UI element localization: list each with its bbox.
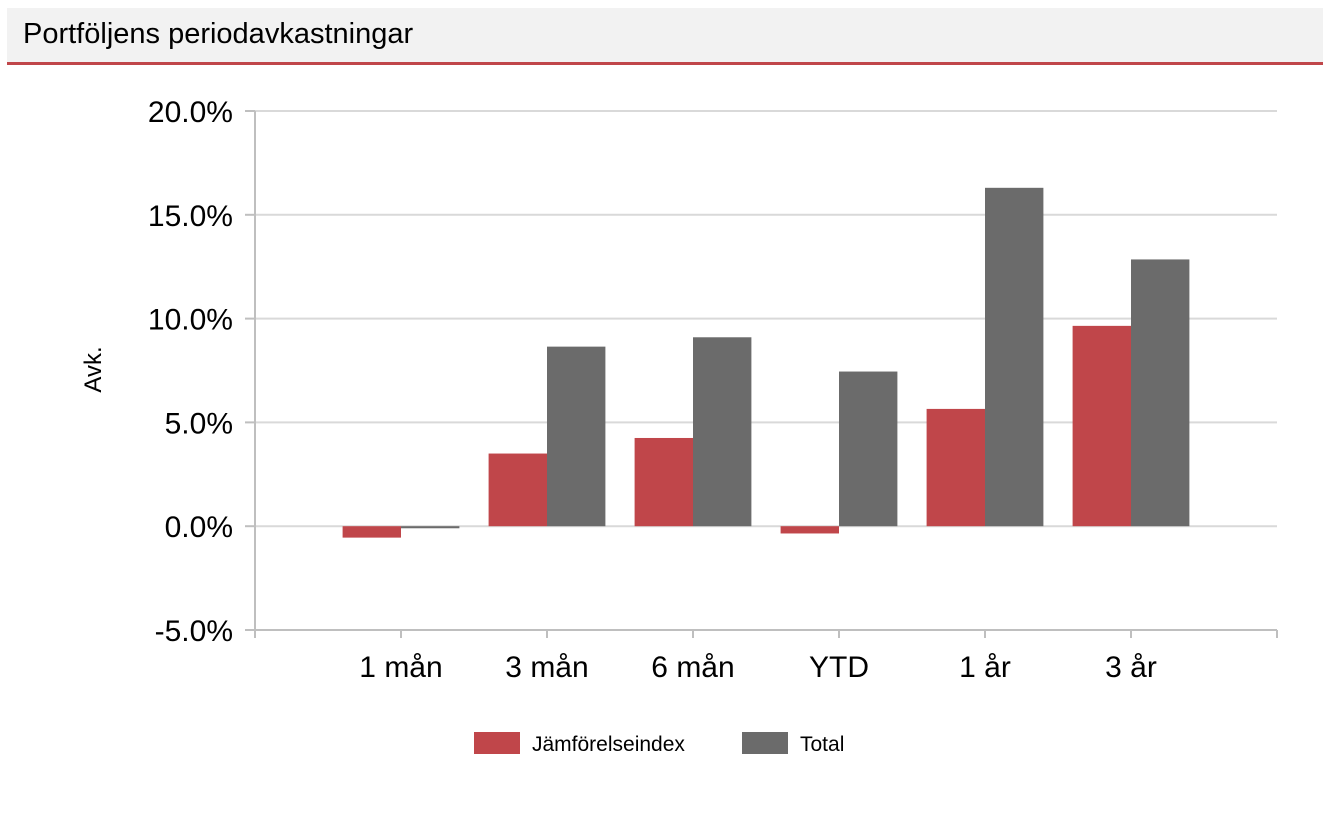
x-tick-label: 3 år (1105, 651, 1157, 684)
x-tick-label: YTD (809, 651, 869, 684)
bar (985, 187, 1044, 527)
tick-labels: -5.0% 0.0% 5.0% 10.0% 15.0% 20.0% 1 mån 3 mån 6 … (148, 96, 1157, 684)
y-tick-label: 10.0% (148, 304, 233, 337)
x-tick-label: 1 mån (359, 651, 442, 684)
panel-header: Portföljens periodavkastningar (7, 8, 1323, 65)
y-tick-label: 5.0% (165, 407, 233, 440)
bar (926, 408, 985, 527)
axes (245, 110, 1278, 638)
legend-swatch (474, 732, 520, 754)
x-tick-label: 3 mån (505, 651, 588, 684)
bar (780, 526, 839, 534)
y-tick-label: -5.0% (155, 615, 233, 648)
x-tick-label: 1 år (959, 651, 1011, 684)
bar (1131, 259, 1190, 527)
legend-swatch (742, 732, 788, 754)
bar (547, 346, 606, 527)
bar (839, 371, 898, 527)
bar (401, 526, 460, 529)
y-axis-title: Avk. (80, 346, 107, 392)
x-tick-label: 6 mån (651, 651, 734, 684)
y-tick-label: 15.0% (148, 200, 233, 233)
bar (342, 526, 401, 538)
legend-label: Jämförelseindex (532, 733, 685, 756)
legend: Jämförelseindex Total (474, 732, 844, 756)
legend-label: Total (800, 733, 844, 756)
panel-title: Portföljens periodavkastningar (23, 18, 414, 50)
bar (693, 337, 752, 527)
bar (488, 453, 547, 527)
bar (1072, 325, 1131, 527)
y-tick-label: 20.0% (148, 96, 233, 129)
y-tick-label: 0.0% (165, 511, 233, 544)
bar (634, 437, 693, 527)
bars (342, 187, 1190, 538)
